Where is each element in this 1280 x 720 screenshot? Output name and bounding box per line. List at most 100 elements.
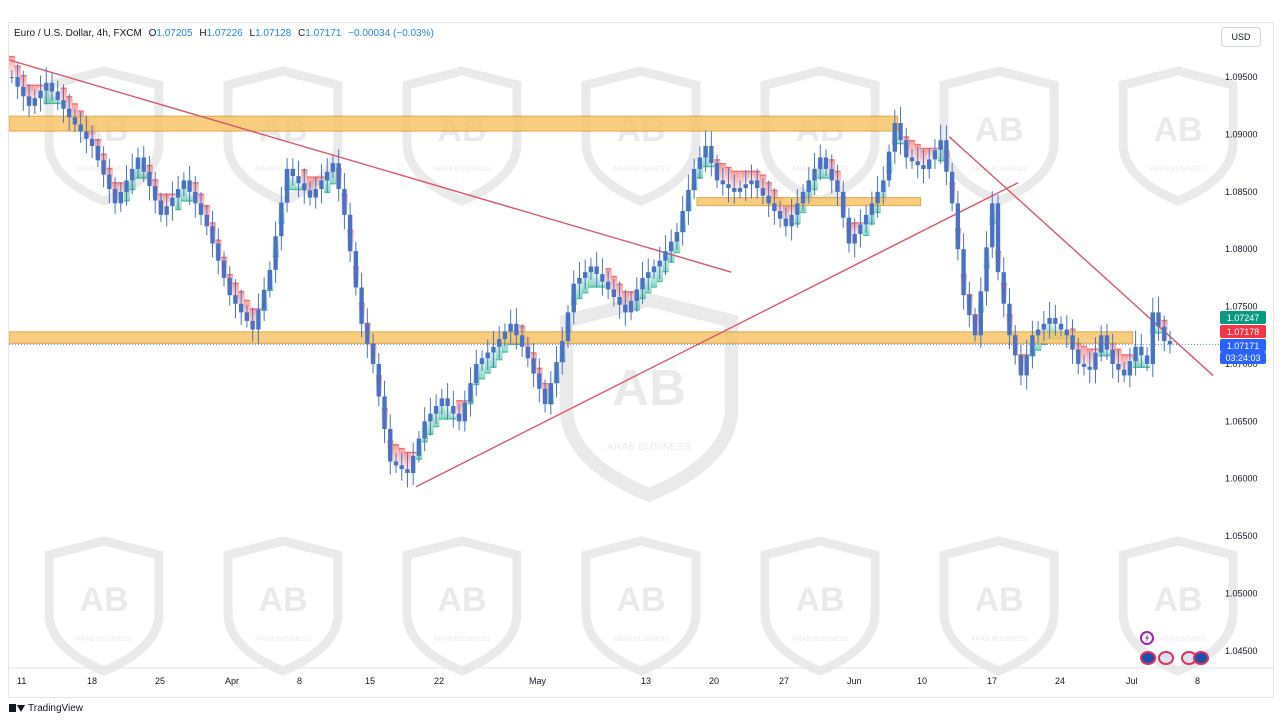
candle-body (44, 82, 49, 91)
candle-body (433, 406, 439, 414)
candle-body (1167, 341, 1173, 345)
price-chart[interactable]: AB ARAB BUSINESS AB ARAB BUSINESS AB ARAB BUS… (9, 23, 1275, 699)
candle-body (1139, 346, 1144, 356)
candle-body (898, 123, 903, 141)
eu-flag-event-icon-2[interactable] (1193, 651, 1209, 665)
candle-body (411, 455, 416, 473)
candle-body (829, 168, 834, 181)
candle-body (347, 214, 353, 252)
watermark-shield-outline (581, 66, 701, 206)
candle-body (651, 266, 657, 273)
candle-body (542, 388, 548, 405)
candle-body (1121, 369, 1127, 376)
candle-body (760, 188, 766, 196)
candle-body (405, 469, 410, 473)
candle-body (1041, 323, 1047, 330)
currency-button[interactable]: USD (1221, 27, 1261, 47)
eu-flag-event-icon[interactable] (1140, 651, 1156, 665)
candle-body (393, 461, 399, 466)
x-tick-label: May (529, 676, 547, 686)
y-tick-label: 1.05500 (1225, 531, 1258, 541)
x-tick-label: 20 (709, 676, 719, 686)
candle-body (221, 260, 227, 278)
candle-body (686, 189, 691, 212)
candle-body (1053, 318, 1058, 324)
candle-body (279, 202, 284, 237)
candle-body (519, 335, 525, 347)
candle-body (261, 289, 267, 310)
watermark-text: ARAB BUSINESS (971, 166, 1028, 173)
candle-body (353, 251, 359, 288)
candle-body (909, 157, 915, 162)
watermark-logo-mark: AB (1153, 581, 1202, 619)
candle-body (428, 413, 433, 422)
candle-body (755, 180, 760, 189)
candle-body (370, 343, 376, 364)
candle-body (107, 174, 112, 190)
candle-body (577, 277, 582, 284)
candle-body (967, 295, 972, 316)
candle-body (250, 320, 255, 330)
watermark-text: ARAB BUSINESS (1150, 166, 1207, 173)
watermark-shield-outline (44, 66, 164, 206)
candle-body (187, 180, 192, 192)
watermark-text: ARAB BUSINESS (792, 636, 849, 643)
candle-body (1081, 363, 1087, 367)
candle-body (508, 323, 513, 332)
footer: TradingView (9, 699, 83, 717)
candle-body (892, 123, 897, 152)
candle-body (720, 180, 725, 185)
watermark-text: ARAB BUSINESS (971, 636, 1028, 643)
candle-body (565, 312, 571, 342)
candle-body (342, 189, 347, 215)
y-tick-label: 1.08500 (1225, 187, 1258, 197)
watermark-logo-mark: AB (974, 581, 1023, 619)
x-tick-label: 24 (1055, 676, 1065, 686)
candle-body (336, 163, 341, 190)
candle-body (313, 189, 318, 198)
candle-body (198, 203, 204, 215)
candle-body (9, 77, 15, 79)
candle-body (605, 281, 611, 290)
lightning-icon[interactable] (1140, 631, 1154, 645)
candle-body (135, 157, 141, 169)
trendline (948, 136, 1214, 376)
candle-body (783, 218, 789, 227)
candle-body (89, 138, 95, 146)
candle-body (124, 180, 129, 192)
candle-body (158, 200, 164, 215)
candle-body (15, 77, 20, 87)
candle-body (112, 189, 118, 204)
candle-body (818, 157, 823, 169)
watermark-shield-outline (1118, 536, 1238, 676)
x-tick-label: 25 (155, 676, 165, 686)
candle-body (732, 188, 737, 192)
candle-body (984, 247, 989, 292)
candle-body (382, 396, 387, 429)
us-flag-event-icon[interactable] (1158, 651, 1174, 665)
candle-body (795, 203, 800, 215)
candle-body (1070, 335, 1075, 350)
candle-body (835, 180, 840, 192)
watermark-group: AB ARAB BUSINESS AB ARAB BUSINESS AB ARAB BUS… (44, 66, 1238, 676)
candle-body (216, 243, 221, 261)
candle-body (600, 274, 605, 282)
x-tick-label: 15 (365, 676, 375, 686)
y-tick-label: 1.04500 (1225, 646, 1258, 656)
candle-body (1047, 318, 1052, 324)
candle-body (617, 297, 622, 305)
watermark-text: ARAB BUSINESS (1150, 636, 1207, 643)
candle-body (881, 180, 886, 192)
chart-area[interactable]: AB ARAB BUSINESS AB ARAB BUSINESS AB ARAB BUS… (8, 22, 1275, 699)
candle-body (697, 157, 703, 169)
candle-body (399, 465, 404, 470)
candle-body (1018, 355, 1024, 376)
candle-body (1116, 363, 1121, 370)
x-tick-label: Jun (847, 676, 862, 686)
